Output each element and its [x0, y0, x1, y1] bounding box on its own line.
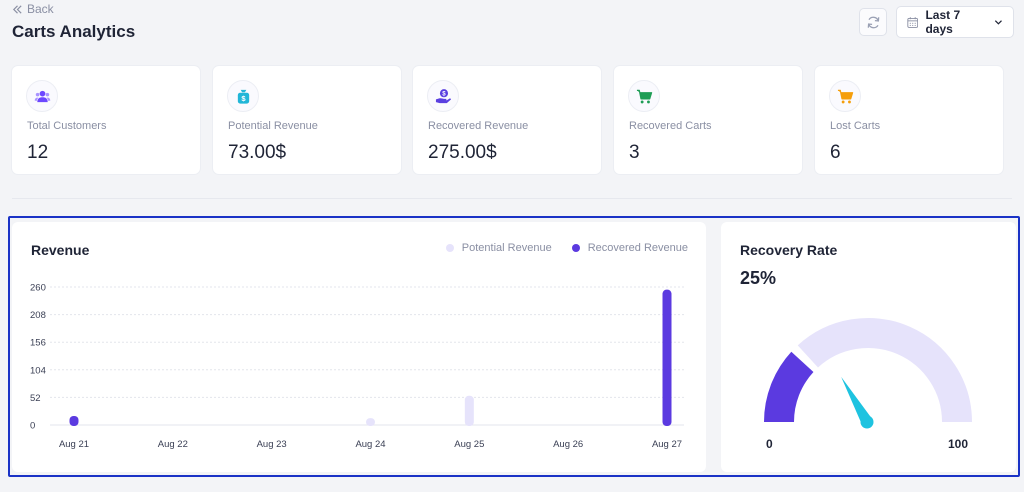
bar-potential-revenue[interactable] — [366, 418, 375, 426]
gauge-filled-arc — [764, 351, 814, 423]
stat-value: 275.00$ — [428, 142, 497, 163]
revenue-panel: Revenue Potential Revenue Recovered Reve… — [12, 222, 706, 472]
x-tick-label: Aug 23 — [257, 439, 287, 450]
stat-label: Lost Carts — [830, 120, 881, 132]
page-title: Carts Analytics — [12, 22, 136, 41]
back-link[interactable]: Back — [12, 2, 54, 16]
money-bag-icon: $ — [237, 89, 249, 104]
y-tick-label: 156 — [30, 338, 46, 349]
y-tick-label: 52 — [30, 393, 41, 404]
recovery-gauge — [764, 318, 972, 429]
recovery-rate-value: 25% — [740, 268, 777, 288]
legend-label: Potential Revenue — [461, 242, 552, 254]
stat-value: 12 — [27, 142, 49, 163]
stat-value: 3 — [629, 142, 640, 163]
stat-card-lost-carts: Lost Carts 6 — [815, 66, 1003, 174]
refresh-button[interactable] — [859, 8, 887, 36]
legend-item-recovered[interactable]: Recovered Revenue — [571, 242, 688, 254]
y-tick-label: 104 — [30, 365, 46, 376]
legend-dot — [571, 244, 580, 252]
gauge-min-label: 0 — [766, 437, 773, 451]
chart-legend: Potential Revenue Recovered Revenue — [445, 242, 688, 254]
recovery-rate-title: Recovery Rate — [740, 242, 838, 258]
bar-recovered-revenue[interactable] — [69, 415, 79, 426]
stat-label: Recovered Revenue — [428, 120, 529, 132]
legend-label: Recovered Revenue — [587, 242, 688, 254]
x-tick-label: Aug 25 — [454, 439, 484, 450]
gauge-track-arc — [797, 318, 972, 423]
stat-label: Total Customers — [27, 120, 107, 132]
hand-coin-icon: $ — [435, 88, 451, 103]
cart-icon — [636, 89, 652, 103]
y-tick-label: 208 — [30, 310, 46, 321]
stat-value: 73.00$ — [228, 142, 287, 163]
chevron-down-icon — [995, 20, 1003, 25]
recovery-rate-panel: Recovery Rate 25% 0 100 — [721, 222, 1016, 472]
x-tick-label: Aug 21 — [59, 439, 89, 450]
stat-card-potential-revenue: $ Potential Revenue 73.00$ — [213, 66, 401, 174]
revenue-bar-chart: 0 52 104 156 208 260 Aug 21 Aug 22 Aug 23 Aug 24 A… — [30, 283, 684, 450]
calendar-icon — [907, 16, 919, 28]
legend-dot — [445, 244, 454, 252]
date-range-select[interactable]: Last 7 days — [896, 6, 1014, 38]
double-chevron-left-icon — [12, 4, 22, 14]
stat-label: Recovered Carts — [629, 120, 712, 132]
gauge-max-label: 100 — [948, 437, 969, 451]
stat-card-total-customers: Total Customers 12 — [12, 66, 200, 174]
x-tick-label: Aug 27 — [652, 439, 682, 450]
legend-item-potential[interactable]: Potential Revenue — [445, 242, 552, 254]
x-tick-label: Aug 24 — [355, 439, 385, 450]
bar-recovered-revenue[interactable] — [662, 289, 672, 426]
stat-card-recovered-revenue: $ Recovered Revenue 275.00$ — [413, 66, 601, 174]
x-tick-label: Aug 22 — [158, 439, 188, 450]
section-divider — [12, 198, 1012, 199]
gauge-needle-hub — [860, 415, 874, 429]
x-tick-label: Aug 26 — [553, 439, 583, 450]
y-tick-label: 0 — [30, 421, 35, 432]
svg-text:$: $ — [241, 94, 246, 103]
y-tick-label: 260 — [30, 283, 46, 294]
svg-text:$: $ — [442, 90, 446, 97]
stat-value: 6 — [830, 142, 841, 163]
back-label: Back — [27, 2, 54, 16]
refresh-icon — [867, 16, 879, 28]
selection-highlight — [8, 216, 1020, 477]
cart-icon — [837, 89, 853, 103]
revenue-title: Revenue — [31, 242, 90, 258]
stat-card-recovered-carts: Recovered Carts 3 — [614, 66, 802, 174]
date-range-value: Last 7 days — [925, 8, 961, 36]
users-icon — [34, 90, 50, 102]
stat-label: Potential Revenue — [228, 120, 318, 132]
bar-potential-revenue[interactable] — [464, 395, 474, 426]
gauge-needle — [841, 376, 872, 427]
